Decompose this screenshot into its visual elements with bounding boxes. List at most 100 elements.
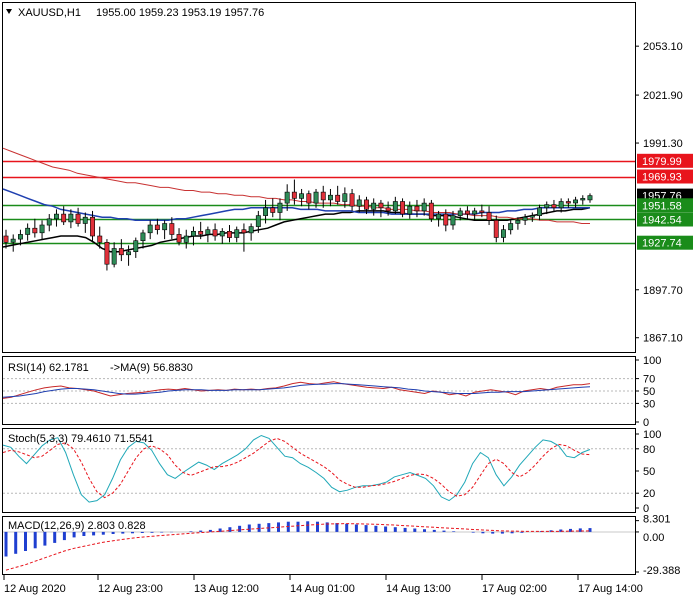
candle-body-bear: [414, 205, 420, 212]
candle-body-bear: [212, 229, 218, 237]
time-tick-label: 12 Aug 23:00: [98, 583, 163, 595]
candle-56: [407, 201, 413, 219]
candle-body-bear: [32, 227, 38, 234]
price-tag-label-0: 1979.99: [642, 156, 682, 168]
candle-body-bull: [544, 204, 550, 209]
candle-53: [385, 201, 391, 216]
candle-body-bear: [320, 191, 326, 201]
candle-49: [356, 195, 362, 213]
candle-body-bear: [270, 207, 276, 213]
candle-32: [234, 226, 240, 243]
candle-body-bull: [515, 220, 521, 224]
candle-6: [46, 214, 52, 232]
rsi-tick-label: 30: [643, 398, 655, 410]
candle-17: [126, 245, 132, 266]
candle-body-bear: [349, 193, 355, 207]
time-tick-label: 13 Aug 12:00: [194, 583, 259, 595]
candle-body-bear: [227, 231, 232, 238]
rsi-title: RSI(14) 62.1781: [8, 362, 89, 374]
time-tick-label: 17 Aug 14:00: [578, 583, 643, 595]
candle-46: [335, 185, 341, 205]
horizontal-levels: [3, 160, 635, 245]
price-tag-label-1: 1969.93: [642, 172, 682, 184]
candle-9: [68, 209, 74, 229]
candle-73: [529, 212, 535, 222]
candle-body-bear: [385, 207, 391, 212]
candle-62: [450, 210, 456, 230]
candle-81: [587, 193, 593, 203]
candle-body-bull: [183, 235, 189, 243]
candle-body-bull: [248, 226, 254, 234]
candle-52: [378, 199, 384, 218]
macd-title: MACD(12,26,9) 2.803 0.828: [8, 520, 146, 532]
candle-77: [558, 198, 564, 213]
candle-48: [349, 188, 355, 211]
candle-57: [414, 199, 420, 218]
candle-body-bull: [537, 207, 543, 216]
candle-64: [464, 206, 470, 219]
candle-body-bear: [363, 199, 369, 210]
candle-body-bull: [111, 248, 117, 265]
candle-body-bull: [558, 201, 564, 209]
candle-24: [176, 228, 182, 246]
candle-59: [428, 199, 434, 222]
time-tick-label: 14 Aug 13:00: [386, 583, 451, 595]
candle-51: [371, 198, 377, 216]
candle-body-bull: [500, 229, 506, 238]
candle-body-bull: [580, 198, 586, 201]
candle-33: [241, 223, 247, 252]
candle-36: [263, 199, 268, 224]
candle-25: [183, 229, 189, 249]
macd-plot: [3, 521, 635, 571]
dropdown-triangle-icon[interactable]: [6, 9, 12, 14]
macd-panel-frame: [2, 516, 636, 575]
candle-body-bear: [291, 191, 297, 199]
stoch-tick-label: 20: [643, 488, 655, 500]
candle-63: [457, 207, 463, 221]
candle-22: [162, 220, 168, 240]
candle-body-bull: [162, 223, 168, 231]
stoch-tick-label: 100: [643, 429, 661, 441]
candle-body-bear: [400, 201, 405, 215]
price-tag-bg-4: [637, 212, 693, 227]
candle-54: [392, 196, 398, 215]
candle-body-bear: [3, 235, 9, 243]
candle-7: [53, 209, 59, 227]
candle-76: [551, 199, 557, 211]
candle-body-bull: [82, 216, 88, 224]
candle-66: [479, 204, 485, 218]
price-tag-label-4: 1942.54: [642, 215, 682, 227]
symbol-header: XAUUSD,H1 1955.00 1959.23 1953.19 1957.7…: [6, 7, 264, 19]
candle-body-bull: [436, 213, 441, 220]
candle-body-bull: [277, 202, 283, 213]
candle-body-bear: [75, 213, 81, 224]
candle-body-bull: [205, 229, 211, 235]
candle-1: [10, 234, 16, 252]
stoch-title: Stoch(5,3,3) 79.4610 71.5541: [8, 433, 154, 445]
candle-19: [140, 229, 146, 249]
candle-2: [17, 229, 23, 246]
candle-body-bull: [327, 194, 333, 201]
candle-body-bull: [573, 199, 579, 204]
stoch-axis: 100 80 50 20 0: [635, 429, 661, 515]
candle-body-bear: [169, 223, 175, 235]
candle-69: [500, 225, 506, 243]
price-tick-label: 1897.70: [643, 285, 683, 297]
candle-28: [205, 226, 211, 243]
candle-20: [147, 220, 153, 240]
candle-40: [291, 179, 297, 205]
rsi-ma-line: [2, 383, 591, 398]
candle-body-bull: [313, 191, 319, 204]
candle-body-bull: [140, 232, 146, 241]
time-tick-label: 12 Aug 2020: [4, 583, 66, 595]
candle-body-bear: [90, 216, 96, 237]
candle-50: [363, 196, 369, 215]
candle-55: [400, 198, 405, 218]
candle-34: [248, 223, 254, 241]
candle-body-bear: [493, 220, 499, 238]
candle-78: [565, 198, 571, 208]
candle-27: [198, 221, 204, 240]
candle-body-bull: [39, 224, 45, 234]
candle-body-bear: [241, 229, 247, 234]
